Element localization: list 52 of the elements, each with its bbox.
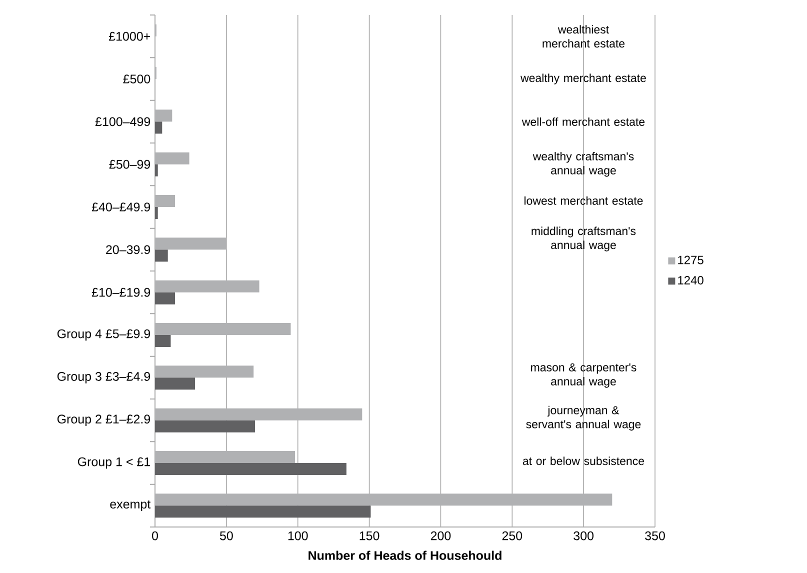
x-tick-label: 350 bbox=[645, 531, 665, 540]
y-tick-label: £40–£49.9 bbox=[92, 202, 150, 212]
x-axis-title: Number of Heads of Househould bbox=[308, 550, 502, 560]
bar bbox=[155, 463, 346, 476]
x-tick-label: 200 bbox=[430, 531, 451, 540]
y-tick-label: Group 1 < £1 bbox=[78, 457, 150, 469]
y-tick-label: exempt bbox=[110, 500, 151, 512]
bar bbox=[155, 506, 371, 518]
x-tick-label: 100 bbox=[288, 531, 308, 540]
bar bbox=[155, 280, 260, 292]
legend-label: 1275 bbox=[678, 256, 704, 264]
annotation: wealthiest merchant estate bbox=[542, 25, 625, 48]
bar bbox=[155, 323, 291, 336]
annotation: lowest merchant estate bbox=[524, 196, 643, 205]
annotation: middling craftsman's annual wage bbox=[532, 226, 636, 252]
y-tick-label: £1000+ bbox=[108, 32, 150, 41]
x-tick-label: 300 bbox=[574, 531, 594, 540]
annotation: wealthy merchant estate bbox=[520, 74, 646, 84]
annotation: journeyman & servant's annual wage bbox=[526, 406, 641, 431]
y-tick-label: Group 4 £5–£9.9 bbox=[57, 329, 150, 341]
y-tick-label: 20–39.9 bbox=[106, 245, 150, 254]
y-tick-label: £10–£19.9 bbox=[92, 288, 150, 297]
y-tick-label: Group 2 £1–£2.9 bbox=[57, 414, 150, 426]
x-tick-label: 0 bbox=[152, 531, 158, 540]
bar bbox=[155, 164, 158, 176]
x-tick-label: 50 bbox=[220, 531, 233, 540]
bar bbox=[155, 420, 255, 432]
x-tick-label: 150 bbox=[360, 531, 380, 540]
annotation: well-off merchant estate bbox=[522, 117, 645, 126]
bar bbox=[155, 238, 226, 250]
bar bbox=[155, 494, 612, 506]
bar bbox=[155, 292, 175, 304]
annotation: at or below subsistence bbox=[522, 456, 644, 466]
bar bbox=[155, 378, 195, 390]
bar bbox=[155, 195, 175, 208]
bar bbox=[155, 250, 168, 262]
y-tick-label: Group 3 £3–£4.9 bbox=[57, 372, 150, 384]
bar bbox=[155, 335, 171, 348]
legend-label: 1240 bbox=[678, 276, 704, 284]
annotation: mason & carpenter's annual wage bbox=[531, 363, 636, 388]
x-tick-label: 250 bbox=[502, 531, 522, 540]
bar bbox=[155, 408, 362, 420]
y-tick-label: £100–499 bbox=[95, 117, 150, 126]
bar bbox=[155, 207, 158, 220]
bar bbox=[155, 122, 162, 134]
y-tick-label: £50–99 bbox=[109, 160, 150, 169]
bar bbox=[155, 451, 295, 464]
bar bbox=[155, 152, 190, 164]
bar bbox=[155, 110, 172, 122]
annotation: wealthy craftsman's annual wage bbox=[532, 152, 634, 177]
bar bbox=[155, 366, 254, 378]
y-tick-label: £500 bbox=[123, 74, 150, 84]
